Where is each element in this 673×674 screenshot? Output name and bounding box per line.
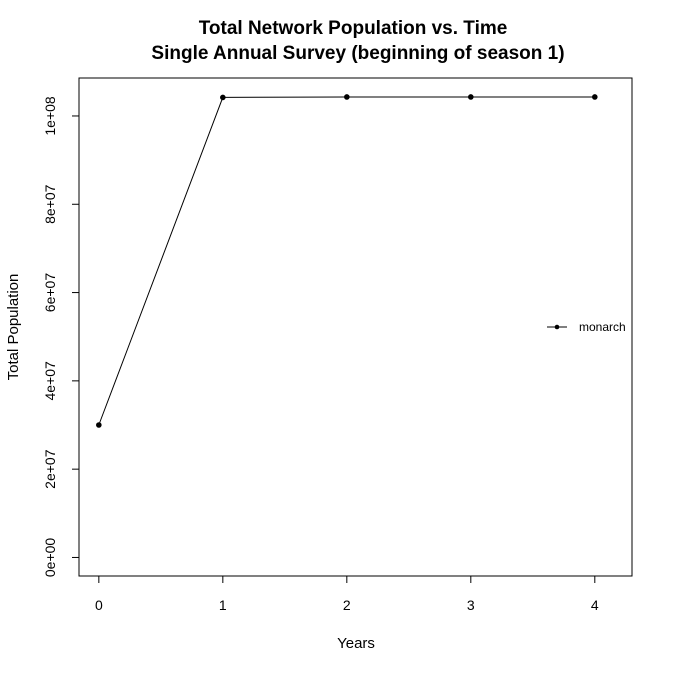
- x-axis: 0 1 2 3 4: [95, 575, 599, 613]
- data-point: [96, 422, 102, 428]
- chart-title: Total Network Population vs. Time: [199, 18, 508, 39]
- data-point: [220, 94, 226, 101]
- x-tick-label: 2: [343, 597, 351, 613]
- data-point: [592, 94, 598, 100]
- x-tick-label: 4: [591, 597, 599, 613]
- y-tick-label: 0e+00: [42, 538, 58, 578]
- y-tick-label: 4e+07: [42, 361, 58, 401]
- y-tick-label: 8e+07: [42, 184, 58, 224]
- legend-label: monarch: [579, 320, 626, 334]
- legend: monarch: [547, 320, 626, 334]
- data-point: [344, 94, 350, 100]
- chart-subtitle: Single Annual Survey (beginning of seaso…: [151, 43, 564, 64]
- y-axis-label: Total Population: [5, 274, 22, 381]
- data-point: [468, 94, 474, 100]
- y-axis: 0e+00 2e+07 4e+07 6e+07 8e+07 1e+08: [42, 96, 80, 578]
- x-tick-label: 0: [95, 597, 103, 613]
- x-tick-label: 1: [219, 597, 227, 613]
- y-tick-label: 2e+07: [42, 449, 58, 489]
- y-tick-label: 6e+07: [42, 273, 58, 313]
- series-layer: [96, 94, 598, 428]
- x-tick-label: 3: [467, 597, 475, 613]
- legend-marker: [554, 324, 560, 330]
- series-line-monarch: [98, 96, 595, 426]
- y-tick-label: 1e+08: [42, 96, 58, 136]
- x-axis-label: Years: [337, 635, 375, 652]
